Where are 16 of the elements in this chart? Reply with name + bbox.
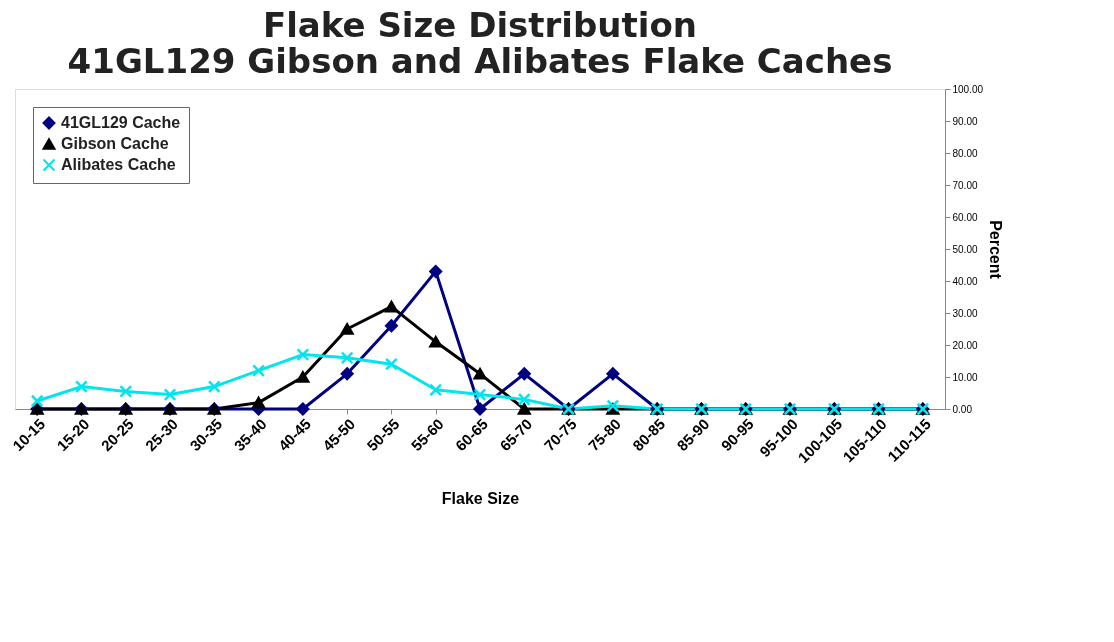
y-tick-label: 50.00	[952, 243, 978, 255]
y-tick-label: 40.00	[952, 275, 978, 287]
y-tick-label: 60.00	[952, 211, 978, 223]
x-axis-title: Flake Size	[441, 490, 520, 508]
legend-label: 41GL129 Cache	[61, 114, 181, 131]
legend-label: Gibson Cache	[61, 135, 169, 152]
y-tick-label: 20.00	[952, 339, 978, 351]
y-tick-label: 0.00	[952, 403, 973, 415]
y-tick-label: 30.00	[952, 307, 978, 319]
y-tick-label: 100.00	[952, 83, 984, 95]
y-tick-label: 80.00	[952, 147, 978, 159]
y-tick-label: 10.00	[952, 371, 978, 383]
legend-label: Alibates Cache	[61, 156, 176, 173]
y-axis-title: Percent	[987, 220, 1005, 280]
y-tick-label: 70.00	[952, 179, 978, 191]
y-tick-label: 90.00	[952, 115, 978, 127]
